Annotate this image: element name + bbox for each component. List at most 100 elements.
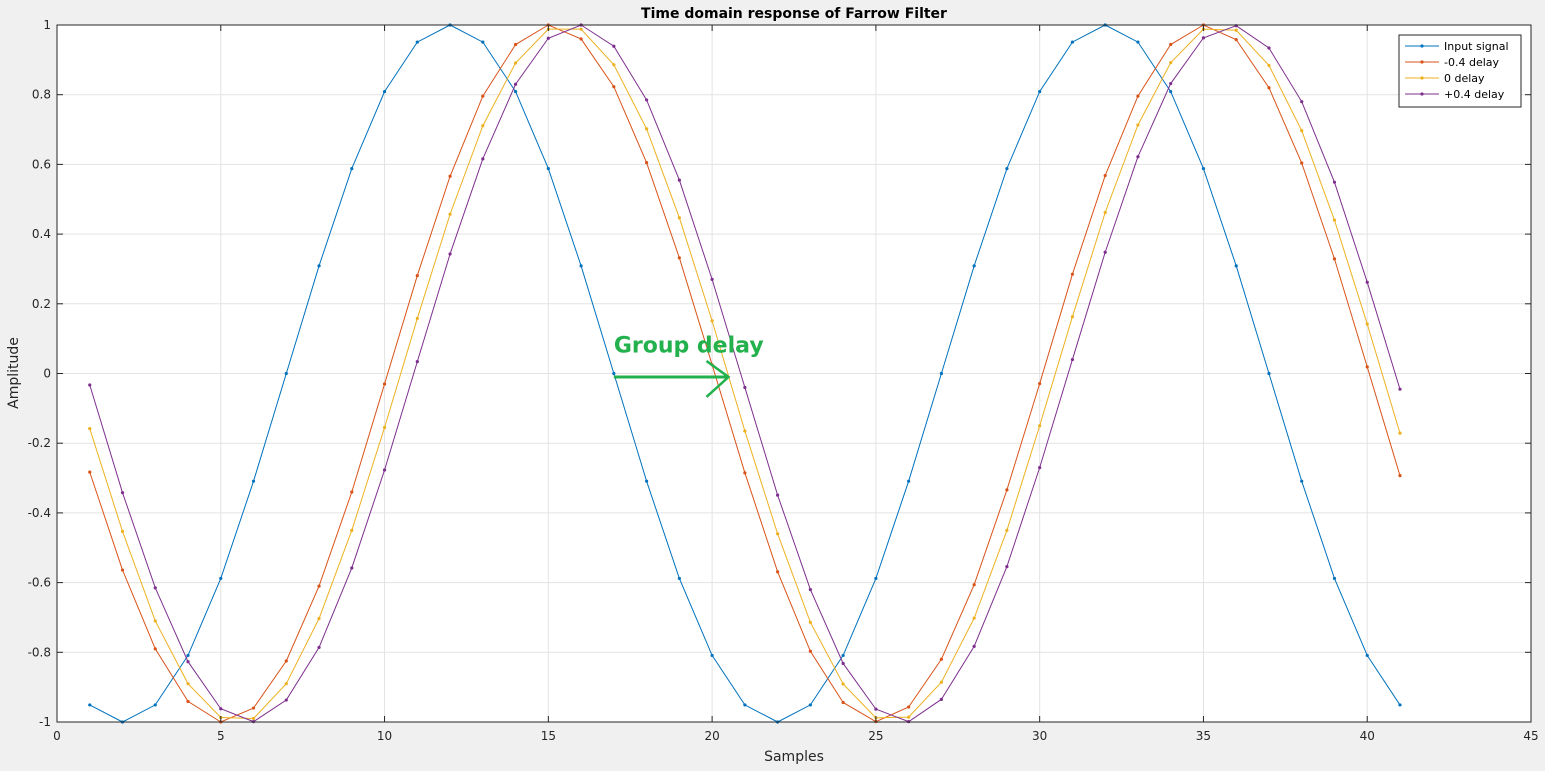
data-point	[677, 216, 681, 220]
data-point	[415, 360, 419, 364]
data-point	[972, 644, 976, 648]
x-tick-label: 5	[217, 729, 225, 743]
data-point	[186, 653, 190, 658]
data-point	[88, 703, 92, 707]
data-point	[1267, 86, 1271, 90]
legend-item: +0.4 delay	[1405, 88, 1505, 101]
data-point	[219, 707, 223, 711]
chart-title: Time domain response of Farrow Filter	[641, 6, 947, 22]
data-point	[1332, 576, 1337, 581]
x-tick-label: 10	[377, 729, 392, 743]
x-tick-label: 30	[1032, 729, 1047, 743]
data-point	[317, 264, 321, 268]
data-point	[841, 682, 845, 686]
y-tick-label: 0.2	[32, 297, 51, 311]
data-point	[1005, 488, 1009, 492]
data-point	[1398, 387, 1402, 391]
data-point	[1169, 81, 1173, 86]
data-point	[972, 583, 976, 587]
data-point	[284, 659, 288, 663]
data-point	[808, 703, 812, 707]
data-point	[808, 649, 812, 653]
annotation-arrow-head	[705, 359, 731, 398]
data-point	[153, 703, 157, 707]
x-tick-label: 40	[1360, 729, 1375, 743]
data-point	[251, 479, 256, 483]
data-point	[808, 620, 812, 624]
data-point	[1267, 63, 1271, 68]
data-point	[153, 586, 157, 590]
data-point	[1300, 161, 1304, 165]
data-point	[645, 127, 649, 131]
data-point	[1169, 61, 1173, 65]
data-point	[645, 479, 649, 483]
x-tick-label: 25	[868, 729, 883, 743]
data-point	[481, 157, 485, 161]
data-point	[350, 490, 354, 494]
legend: Input signal -0.4 delay 0 delay +0.4 delay	[1398, 34, 1522, 108]
data-point	[710, 277, 714, 282]
series-1	[88, 23, 1402, 724]
data-point	[1300, 100, 1304, 104]
data-point	[1103, 210, 1107, 215]
data-point	[579, 264, 583, 268]
data-point	[776, 493, 780, 497]
data-point	[186, 682, 190, 686]
data-point	[1332, 218, 1337, 222]
data-point	[251, 716, 256, 721]
data-point	[874, 576, 878, 581]
y-tick-label: -0.6	[28, 576, 51, 590]
data-point	[448, 212, 452, 216]
data-point	[1398, 474, 1402, 478]
group-delay-annotation: Group delay	[614, 334, 764, 359]
y-tick-label: -1	[39, 715, 51, 729]
data-point	[284, 682, 288, 686]
data-point	[546, 166, 550, 171]
series-3	[88, 23, 1402, 724]
data-point	[1201, 36, 1206, 40]
data-point	[251, 706, 256, 710]
data-point	[874, 707, 878, 711]
data-point	[677, 178, 681, 182]
data-point	[1136, 40, 1140, 44]
data-point	[88, 470, 92, 474]
x-tick-label: 35	[1196, 729, 1211, 743]
data-point	[382, 382, 387, 386]
data-point	[120, 529, 125, 533]
data-point	[1136, 94, 1140, 98]
data-point	[219, 576, 223, 581]
data-point	[284, 371, 288, 376]
annotation-group: Group delay	[613, 334, 764, 398]
data-point	[1070, 357, 1075, 362]
data-point	[382, 89, 387, 94]
data-point	[350, 566, 354, 570]
data-point	[448, 252, 452, 256]
data-point	[1070, 315, 1075, 319]
x-tick-label: 45	[1523, 729, 1538, 743]
data-point	[1365, 365, 1369, 369]
legend-item: 0 delay	[1405, 72, 1485, 85]
y-tick-label: 1	[43, 18, 51, 32]
data-point	[710, 653, 714, 658]
data-point	[1234, 38, 1238, 42]
data-point	[88, 383, 92, 387]
data-point	[612, 63, 616, 67]
data-point	[1365, 653, 1369, 658]
data-point	[1365, 280, 1369, 284]
y-tick-label: 0.6	[32, 157, 51, 171]
series-group	[88, 23, 1402, 724]
data-point	[1038, 89, 1042, 94]
ticks: 0 5 10 15 20 25 30 35 40 45 1 0.8 0.6 0.4 0.2 0 -0.2 -0.4…	[28, 18, 1539, 743]
legend-marker	[1420, 76, 1424, 80]
legend-label: Input signal	[1444, 40, 1509, 53]
data-point	[579, 37, 583, 41]
data-point	[481, 124, 485, 128]
y-tick-label: -0.4	[28, 506, 51, 520]
y-tick-label: 0.8	[32, 88, 51, 102]
data-point	[513, 42, 518, 47]
data-point	[939, 371, 944, 376]
data-point	[579, 27, 583, 31]
legend-marker	[1420, 44, 1424, 48]
legend-item: Input signal	[1405, 40, 1509, 53]
